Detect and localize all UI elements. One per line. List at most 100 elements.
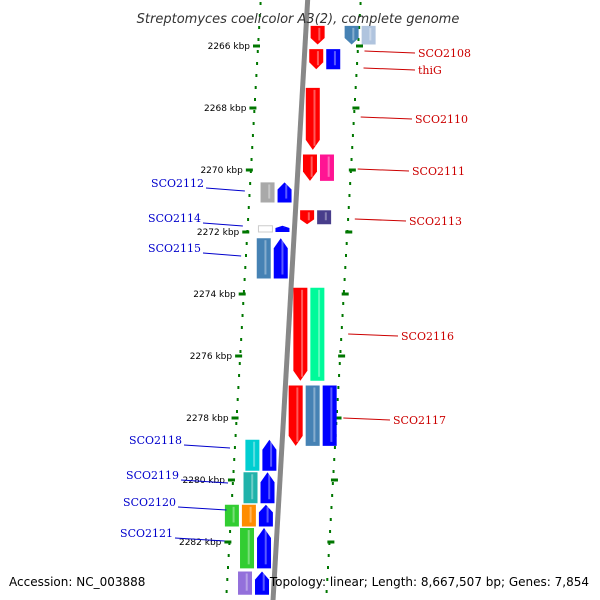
scale-dot bbox=[338, 374, 341, 377]
scale-dot bbox=[354, 86, 357, 89]
gene-block bbox=[258, 504, 273, 527]
scale-dot bbox=[347, 206, 350, 209]
scale-dot bbox=[340, 326, 343, 329]
scale-dot bbox=[344, 254, 347, 257]
gene-sco2119 bbox=[243, 472, 275, 504]
scale-dot bbox=[350, 158, 353, 161]
scale-dot bbox=[250, 158, 253, 161]
tick-mark-right bbox=[330, 478, 338, 482]
gene-label-sco2111: SCO2111 bbox=[412, 165, 465, 178]
scale-dot bbox=[327, 554, 330, 557]
scale-dot bbox=[326, 578, 329, 581]
scale-dot bbox=[258, 26, 261, 29]
label-connector bbox=[180, 479, 229, 484]
gene-label-sco2118: SCO2118 bbox=[129, 434, 182, 447]
scale-dot bbox=[252, 122, 255, 125]
gene-label-sco2115: SCO2115 bbox=[148, 242, 201, 255]
scale-dot bbox=[347, 218, 350, 221]
label-connector bbox=[354, 218, 407, 222]
gene-label-sco2121: SCO2121 bbox=[120, 527, 173, 540]
gene-highlight bbox=[330, 387, 333, 442]
tick-mark-right bbox=[338, 354, 346, 358]
label-connector bbox=[360, 116, 413, 120]
gene-block bbox=[344, 25, 359, 45]
gene-label-sco2120: SCO2120 bbox=[123, 496, 176, 509]
gene-sco2114 bbox=[257, 225, 290, 233]
scale-dot bbox=[341, 314, 344, 317]
scale-dot bbox=[333, 458, 336, 461]
gene-label-sco2114: SCO2114 bbox=[148, 212, 201, 225]
gene-label-sco2110: SCO2110 bbox=[415, 113, 468, 126]
gene-block bbox=[317, 210, 332, 225]
gene-highlight bbox=[253, 441, 256, 467]
scale-dot bbox=[326, 566, 329, 569]
label-connector bbox=[348, 333, 399, 337]
gene-label-sco2117: SCO2117 bbox=[393, 414, 446, 427]
gene-highlight bbox=[285, 184, 288, 199]
scale-dot bbox=[236, 398, 239, 401]
scale-dot bbox=[240, 338, 243, 341]
gene-highlight bbox=[327, 156, 330, 177]
scale-dot bbox=[233, 446, 236, 449]
label-connector bbox=[174, 537, 225, 542]
gene-sco2116 bbox=[293, 287, 325, 381]
scale-dot bbox=[257, 38, 260, 41]
scale-dot bbox=[234, 434, 237, 437]
gene-block bbox=[326, 49, 341, 70]
scale-dot bbox=[345, 242, 348, 245]
scale-dot bbox=[254, 86, 257, 89]
scale-dot bbox=[349, 182, 352, 185]
gene-block bbox=[277, 182, 292, 203]
tick-label: 2270 kbp bbox=[200, 166, 243, 176]
scale-dot bbox=[238, 362, 241, 365]
genome-summary-text: Topology: linear; Length: 8,667,507 bp; … bbox=[269, 575, 589, 589]
label-connector bbox=[364, 50, 416, 54]
gene-highlight bbox=[296, 387, 299, 442]
gene-highlight bbox=[268, 474, 271, 500]
gene-block bbox=[309, 49, 324, 70]
scale-dot bbox=[226, 578, 229, 581]
scale-dot bbox=[253, 98, 256, 101]
gene-sco2113 bbox=[300, 210, 332, 225]
gene-sco2120 bbox=[224, 504, 273, 527]
gene-sco2108 bbox=[310, 25, 325, 45]
gene-block bbox=[238, 571, 253, 595]
label-connector bbox=[202, 252, 242, 257]
gene-sco2111 bbox=[302, 154, 334, 181]
tick-label: 2268 kbp bbox=[204, 104, 247, 114]
scale-dot bbox=[325, 590, 328, 593]
scale-dot bbox=[231, 482, 234, 485]
scale-dot bbox=[247, 206, 250, 209]
gene-label-sco2116: SCO2116 bbox=[401, 330, 454, 343]
gene-block bbox=[305, 87, 320, 150]
label-connector bbox=[343, 417, 391, 421]
label-connector bbox=[357, 168, 410, 172]
gene-highlight bbox=[307, 212, 310, 221]
scale-dot bbox=[338, 362, 341, 365]
scale-dot bbox=[336, 398, 339, 401]
label-connector bbox=[202, 222, 243, 227]
scale-dot bbox=[244, 266, 247, 269]
tick-mark-right bbox=[345, 230, 353, 234]
gene-block bbox=[302, 154, 317, 181]
scale-dot bbox=[356, 62, 359, 65]
tick-mark-left bbox=[245, 168, 253, 172]
scale-dot bbox=[225, 590, 228, 593]
gene-label-sco2113: SCO2113 bbox=[409, 215, 462, 228]
scale-dot bbox=[359, 2, 362, 5]
scale-dot bbox=[248, 194, 251, 197]
scale-dot bbox=[352, 122, 355, 125]
label-connector bbox=[177, 506, 227, 511]
tick-mark-left bbox=[231, 416, 239, 420]
tick-mark-left bbox=[238, 292, 246, 296]
gene-block bbox=[322, 385, 337, 446]
scale-dot bbox=[335, 410, 338, 413]
gene-highlight bbox=[310, 156, 313, 177]
scale-dot bbox=[343, 278, 346, 281]
scale-dot bbox=[331, 482, 334, 485]
gene-highlight bbox=[333, 51, 336, 66]
scale-dot bbox=[245, 242, 248, 245]
genes bbox=[224, 25, 376, 595]
scale-dot bbox=[238, 374, 241, 377]
